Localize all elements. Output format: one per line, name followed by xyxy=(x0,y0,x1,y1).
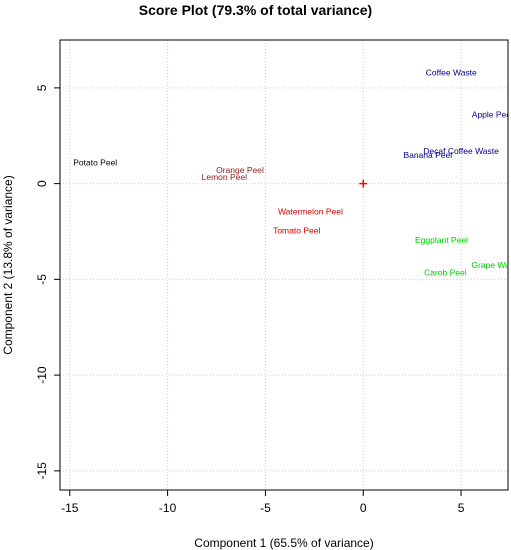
point-label: Decaf Coffee Waste xyxy=(423,146,499,156)
chart-title: Score Plot (79.3% of total variance) xyxy=(138,2,373,18)
point-label: Grape Waste xyxy=(471,260,511,270)
point-label: Apple Peel xyxy=(472,110,511,120)
point-label: Carob Peel xyxy=(424,268,467,278)
point-label: Tomato Peel xyxy=(273,226,320,236)
axes: -15 -10 -5 0 5 5 0 -5 -10 -15 xyxy=(35,84,465,515)
y-tick-label: 0 xyxy=(35,180,49,187)
y-tick-label: 5 xyxy=(35,84,49,91)
x-axis-title: Component 1 (65.5% of variance) xyxy=(194,536,373,550)
x-tick-label: 0 xyxy=(360,501,367,515)
y-tick-label: -10 xyxy=(35,366,49,384)
y-tick-label: -15 xyxy=(35,462,49,480)
point-label: Watermelon Peel xyxy=(278,206,343,216)
x-tick-label: -15 xyxy=(61,501,79,515)
x-tick-label: -10 xyxy=(159,501,177,515)
point-label: Banana Peel xyxy=(403,150,452,160)
grid-lines xyxy=(60,40,508,490)
point-label: Orange Peel xyxy=(216,165,264,175)
point-label: Coffee Waste xyxy=(426,68,477,78)
y-tick-label: -5 xyxy=(35,274,49,285)
x-tick-label: -5 xyxy=(260,501,271,515)
point-label: Potato Peel xyxy=(73,158,117,168)
x-tick-label: 5 xyxy=(458,501,465,515)
point-label: Eggplant Peel xyxy=(415,235,468,245)
plot-frame xyxy=(59,39,509,491)
point-label: Lemon Peel xyxy=(202,172,247,182)
y-axis-title: Component 2 (13.8% of variance) xyxy=(1,175,15,354)
